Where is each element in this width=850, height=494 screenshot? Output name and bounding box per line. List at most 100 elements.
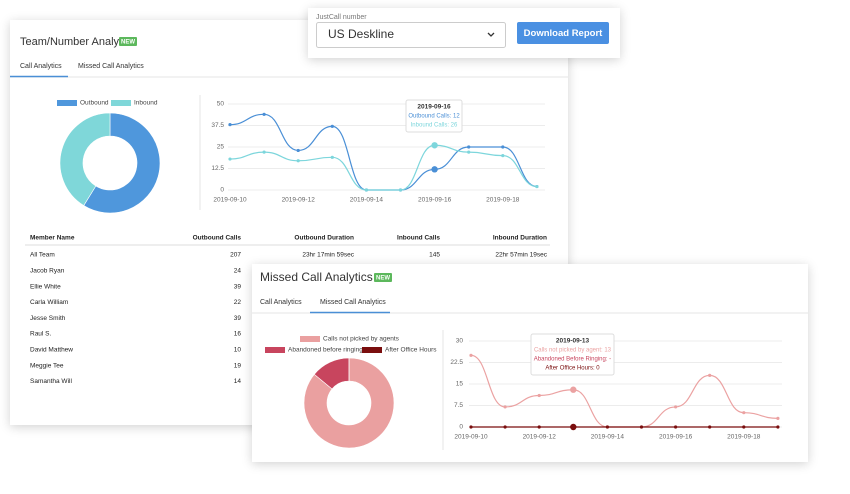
table-cell: David Matthew	[30, 347, 73, 354]
table-cell: 22hr 57min 19sec	[495, 252, 547, 259]
tooltip-line: After Office Hours: 0	[545, 366, 600, 372]
tooltip	[530, 333, 615, 376]
data-point	[431, 142, 438, 149]
data-point	[296, 159, 300, 163]
data-point	[501, 154, 505, 158]
data-point	[537, 425, 541, 429]
data-point	[776, 425, 780, 429]
badge: NEW	[376, 275, 390, 281]
legend-swatch	[57, 100, 77, 106]
select-value: US Deskline	[328, 27, 394, 41]
y-tick-label: 0	[459, 424, 463, 431]
data-point	[674, 405, 678, 409]
x-tick-label: 2019-09-16	[418, 197, 452, 204]
table-cell: Jacob Ryan	[30, 268, 65, 275]
table-cell: 16	[234, 331, 242, 338]
x-tick-label: 2019-09-18	[486, 197, 520, 204]
x-tick-label: 2019-09-18	[727, 434, 761, 441]
legend-label: Outbound	[80, 100, 109, 107]
y-tick-label: 37.5	[211, 122, 224, 129]
data-point	[469, 353, 473, 357]
table-header: Member Name	[30, 235, 75, 242]
data-point	[742, 425, 746, 429]
select[interactable]	[316, 22, 506, 48]
table-cell: 24	[234, 268, 242, 275]
tab[interactable]: Call Analytics	[260, 299, 302, 306]
y-tick-label: 22.5	[450, 359, 463, 366]
chevron	[487, 32, 495, 37]
data-point	[674, 425, 678, 429]
data-point	[535, 184, 539, 189]
badge-bg	[374, 273, 392, 282]
table-cell: 10	[234, 347, 242, 354]
data-point	[296, 148, 300, 153]
data-point	[570, 423, 577, 431]
data-point	[570, 386, 577, 393]
y-tick-label: 25	[217, 144, 225, 151]
tooltip-line: Calls not picked by agent: 13	[534, 348, 612, 354]
data-point	[503, 425, 507, 429]
button-label: Download Report	[524, 28, 603, 39]
table-cell: 14	[234, 378, 242, 385]
table-cell: 39	[234, 315, 242, 322]
legend-label: Abandoned before ringing	[288, 347, 363, 354]
table-cell: 39	[234, 283, 242, 290]
tab[interactable]: Call Analytics	[20, 63, 62, 70]
data-point	[537, 393, 541, 398]
data-point	[639, 425, 644, 429]
table-cell: All Team	[30, 252, 55, 259]
data-point	[398, 188, 403, 192]
table-cell: Meggie Tee	[30, 362, 64, 369]
data-point	[708, 425, 712, 429]
data-point	[776, 416, 780, 420]
table-cell: 207	[230, 252, 241, 259]
x-tick-label: 2019-09-12	[282, 197, 316, 204]
data-point	[330, 155, 334, 159]
badge: NEW	[121, 39, 135, 45]
table-cell: 22	[234, 299, 242, 306]
tab[interactable]: Missed Call Analytics	[320, 299, 386, 306]
table-cell: 23hr 17min 59sec	[302, 252, 354, 259]
data-point	[503, 405, 507, 409]
table-cell: Ellie White	[30, 283, 61, 290]
x-tick-label: 2019-09-10	[213, 197, 247, 204]
tooltip-title: 2019-09-16	[417, 104, 451, 111]
x-tick-label: 2019-09-14	[350, 197, 384, 204]
tooltip-line: Abandoned Before Ringing: -	[534, 357, 611, 363]
data-point	[708, 373, 712, 377]
series-line	[470, 354, 778, 428]
number-bar-canvas: JustCall number US Deskline Download Rep…	[316, 14, 609, 48]
badge-bg	[119, 37, 137, 46]
data-point	[469, 425, 473, 429]
table-cell: Raul S.	[30, 331, 52, 338]
legend-label: After Office Hours	[385, 347, 437, 354]
y-tick-label: 50	[217, 101, 225, 108]
donut-slice	[59, 112, 111, 206]
legend-swatch	[265, 347, 285, 353]
tab[interactable]: Missed Call Analytics	[78, 63, 144, 70]
x-tick-label: 2019-09-10	[454, 434, 488, 441]
table-header: Outbound Duration	[294, 235, 354, 242]
data-point	[228, 123, 232, 127]
data-point	[262, 112, 266, 116]
tooltip-line: Inbound Calls: 26	[411, 123, 458, 129]
table-cell: 19	[234, 362, 242, 369]
card-title: Team/Number Analytics	[20, 36, 136, 48]
series-line	[229, 144, 537, 191]
data-point	[228, 157, 232, 161]
table-cell: Carla William	[30, 299, 68, 306]
legend-label: Inbound	[134, 100, 158, 107]
y-tick-label: 7.5	[454, 402, 463, 409]
x-tick-label: 2019-09-12	[523, 434, 557, 441]
team-card-canvas: Team/Number Analytics NEW Call Analytics…	[10, 36, 568, 385]
donut-slice	[83, 112, 161, 214]
legend-swatch	[111, 100, 131, 106]
tooltip	[405, 99, 463, 133]
data-point	[467, 145, 471, 149]
table-header: Outbound Calls	[193, 235, 242, 242]
download-button[interactable]	[517, 22, 609, 44]
data-point	[364, 188, 368, 192]
table-header: Inbound Duration	[493, 235, 547, 242]
y-tick-label: 12.5	[211, 165, 224, 172]
data-point	[742, 411, 746, 415]
